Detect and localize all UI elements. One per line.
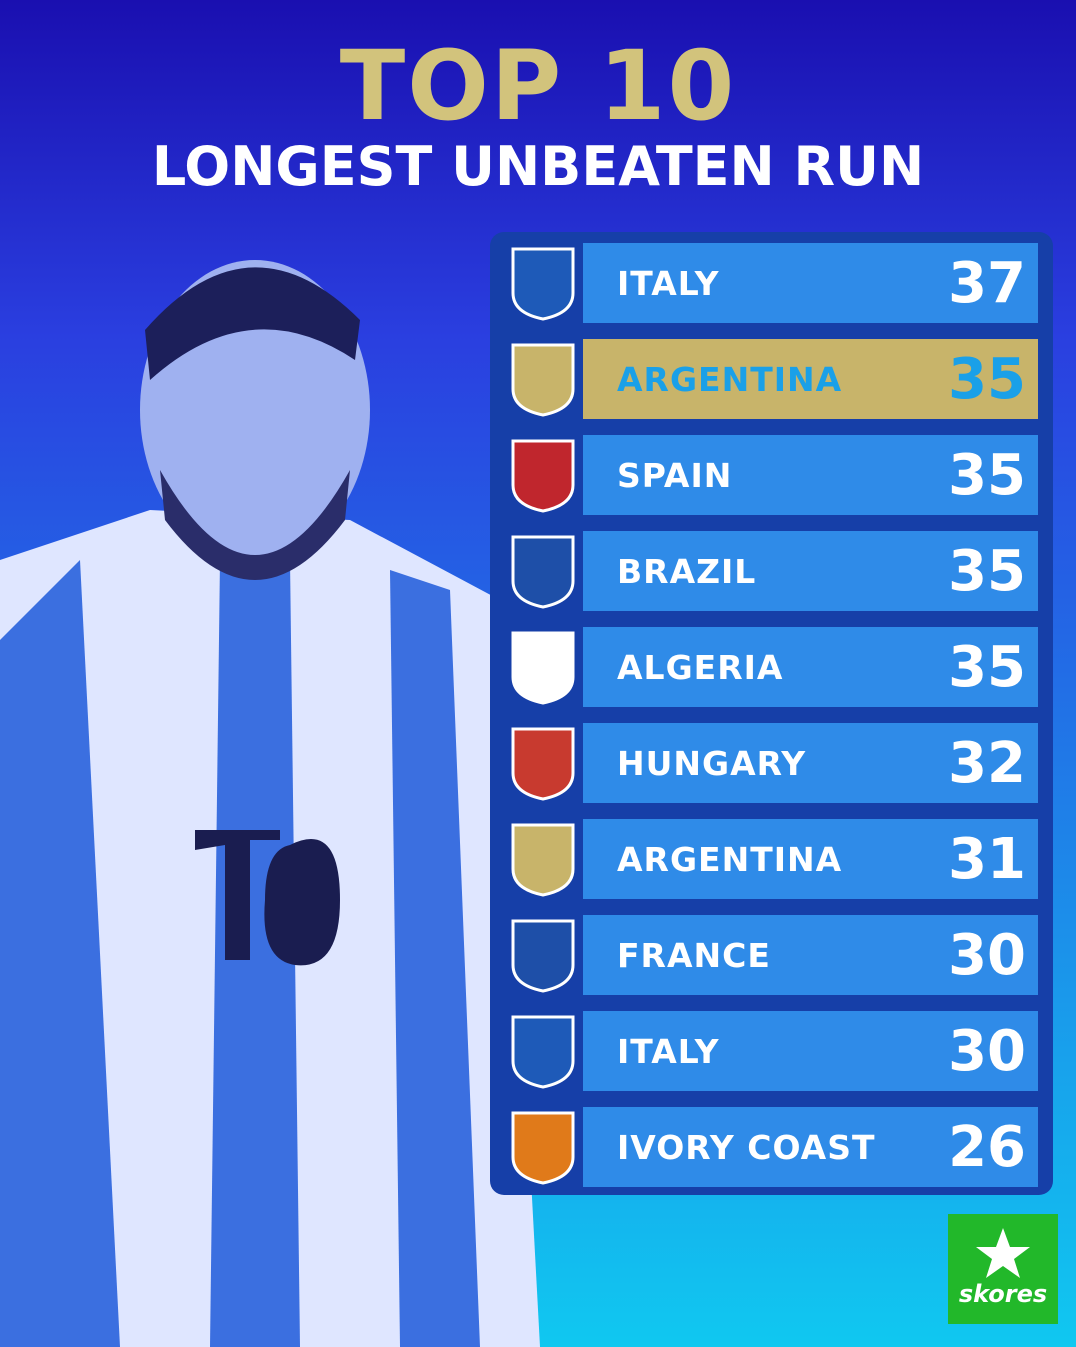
team-name: SPAIN [617,455,733,495]
team-badge [503,627,583,707]
row-bar: ITALY 37 [583,243,1038,323]
logo-text: skores [958,1280,1048,1308]
row-bar: ARGENTINA 31 [583,819,1038,899]
row-bar: FRANCE 30 [583,915,1038,995]
unbeaten-count: 31 [948,826,1026,892]
team-badge [503,531,583,611]
table-row: SPAIN 35 [503,435,1038,515]
table-row: FRANCE 30 [503,915,1038,995]
team-name: HUNGARY [617,743,807,783]
table-row: IVORY COAST 26 [503,1107,1038,1187]
hair [145,267,360,380]
team-badge [503,243,583,323]
team-badge [503,915,583,995]
team-badge [503,1011,583,1091]
table-row: HUNGARY 32 [503,723,1038,803]
team-badge [503,435,583,515]
team-badge [503,723,583,803]
logo-star [976,1228,1030,1278]
shirt-number [195,830,340,966]
team-name: ARGENTINA [617,839,843,879]
title: TOP 10 [339,30,737,142]
team-badge [503,819,583,899]
brand-logo: skores [948,1214,1058,1324]
unbeaten-count: 35 [948,634,1026,700]
table-row: BRAZIL 35 [503,531,1038,611]
team-name: ITALY [617,1031,720,1071]
unbeaten-count: 32 [948,730,1026,796]
ranking-table: ITALY 37 ARGENTINA 35 SPAIN 35 BRAZIL 35 ALGERIA… [490,232,1053,1195]
team-name: ITALY [617,263,720,303]
table-row: ITALY 30 [503,1011,1038,1091]
table-row: ARGENTINA 31 [503,819,1038,899]
row-bar: ARGENTINA 35 [583,339,1038,419]
row-bar: ALGERIA 35 [583,627,1038,707]
unbeaten-count: 26 [948,1114,1026,1180]
table-row: ARGENTINA 35 [503,339,1038,419]
table-row: ALGERIA 35 [503,627,1038,707]
stripe [390,570,480,1347]
unbeaten-count: 37 [948,250,1026,316]
subtitle: LONGEST UNBEATEN RUN [151,135,925,198]
row-bar: IVORY COAST 26 [583,1107,1038,1187]
player-illustration [0,260,540,1347]
team-name: IVORY COAST [617,1127,876,1167]
unbeaten-count: 35 [948,538,1026,604]
team-name: ARGENTINA [617,359,843,399]
unbeaten-count: 30 [948,922,1026,988]
team-name: ALGERIA [617,647,784,687]
unbeaten-count: 35 [948,442,1026,508]
row-bar: BRAZIL 35 [583,531,1038,611]
team-name: FRANCE [617,935,771,975]
team-badge [503,339,583,419]
team-badge [503,1107,583,1187]
unbeaten-count: 30 [948,1018,1026,1084]
beard [160,470,350,580]
row-bar: SPAIN 35 [583,435,1038,515]
row-bar: ITALY 30 [583,1011,1038,1091]
stripe [0,560,120,1347]
unbeaten-count: 35 [948,346,1026,412]
stripe [210,560,300,1347]
table-row: ITALY 37 [503,243,1038,323]
team-name: BRAZIL [617,551,757,591]
row-bar: HUNGARY 32 [583,723,1038,803]
